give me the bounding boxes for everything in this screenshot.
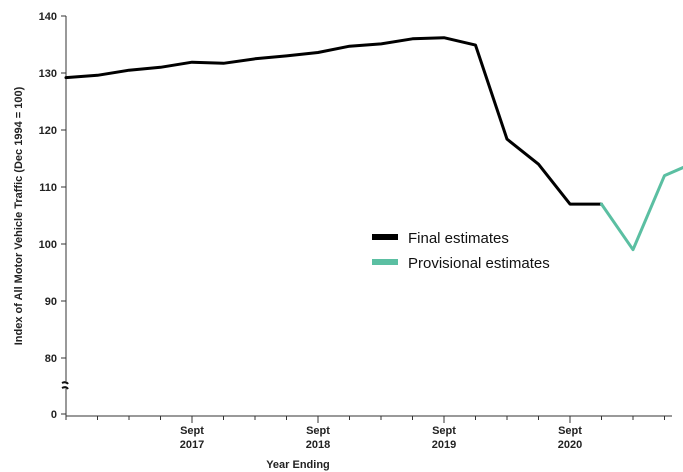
x-tick-label-month: Sept bbox=[306, 425, 330, 437]
x-tick-label-year: 2017 bbox=[180, 439, 204, 451]
x-tick-label-month: Sept bbox=[180, 425, 204, 437]
legend-swatch-provisional bbox=[372, 259, 398, 265]
axis-break bbox=[61, 381, 71, 390]
x-tick-label-year: 2020 bbox=[558, 439, 582, 451]
x-axis-title: Year Ending bbox=[266, 459, 330, 471]
y-ticks: 0 80 90 100 110 120 130 140 bbox=[39, 11, 66, 421]
y-tick-label: 120 bbox=[39, 125, 57, 137]
x-tick-label-year: 2019 bbox=[432, 439, 456, 451]
series-line-final bbox=[64, 36, 603, 206]
y-tick-label: 100 bbox=[39, 239, 57, 251]
x-tick-label-month: Sept bbox=[432, 425, 456, 437]
series-line-provisional bbox=[600, 165, 683, 252]
y-axis-title: Index of All Motor Vehicle Traffic (Dec … bbox=[13, 86, 25, 345]
axis-break-mark bbox=[61, 381, 69, 390]
series-layer bbox=[64, 36, 683, 252]
legend: Final estimates Provisional estimates bbox=[372, 230, 550, 272]
legend-label-final: Final estimates bbox=[408, 230, 509, 247]
x-ticks: Sept2017Sept2018Sept2019Sept2020Sept2021 bbox=[65, 416, 665, 451]
axis-break-gap bbox=[61, 381, 71, 389]
x-tick-label-month: Sept bbox=[558, 425, 582, 437]
y-tick-label: 140 bbox=[39, 11, 57, 23]
legend-label-provisional: Provisional estimates bbox=[408, 255, 550, 272]
y-tick-label: 130 bbox=[39, 68, 57, 80]
y-tick-label: 110 bbox=[39, 182, 57, 194]
legend-swatch-final bbox=[372, 234, 398, 240]
y-tick-label: 80 bbox=[45, 353, 57, 365]
x-tick-label-year: 2018 bbox=[306, 439, 330, 451]
legend-item-provisional: Provisional estimates bbox=[372, 255, 550, 272]
legend-item-final: Final estimates bbox=[372, 230, 509, 247]
y-tick-label: 90 bbox=[45, 296, 57, 308]
y-tick-label: 0 bbox=[51, 409, 57, 421]
